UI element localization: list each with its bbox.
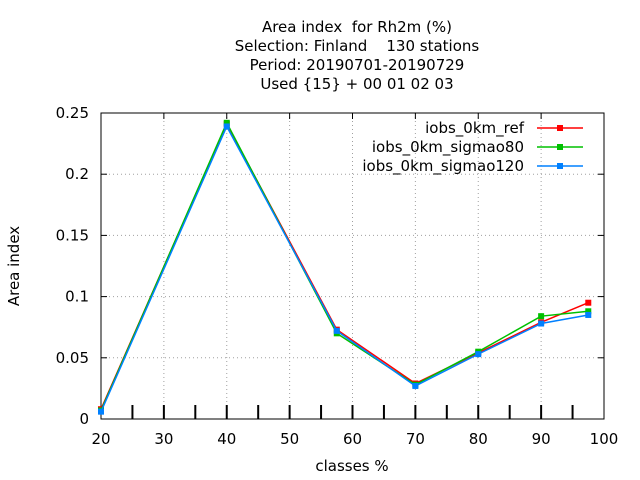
data-point-iobs_0km_sigmao80 xyxy=(223,119,230,126)
legend-marker-swatch xyxy=(557,144,563,150)
data-point-iobs_0km_sigmao120 xyxy=(223,123,230,130)
legend-label: iobs_0km_sigmao120 xyxy=(362,157,524,176)
data-point-iobs_0km_sigmao80 xyxy=(585,308,592,315)
legend-label: iobs_0km_ref xyxy=(425,119,525,138)
x-tick-label: 80 xyxy=(469,430,488,448)
data-point-iobs_0km_sigmao120 xyxy=(475,351,482,358)
legend: iobs_0km_refiobs_0km_sigmao80iobs_0km_si… xyxy=(362,119,583,176)
data-point-iobs_0km_sigmao120 xyxy=(333,327,340,334)
data-point-iobs_0km_sigmao120 xyxy=(538,320,545,327)
legend-label: iobs_0km_sigmao80 xyxy=(372,138,524,157)
chart-title-line: Area index for Rh2m (%) xyxy=(262,18,452,36)
y-tick-label: 0.15 xyxy=(56,226,89,244)
x-tick-label: 100 xyxy=(590,430,619,448)
x-tick-label: 20 xyxy=(91,430,110,448)
grid-lines xyxy=(101,113,604,419)
series-lines xyxy=(98,119,592,415)
y-axis-ticks: 0 0.05 0.1 0.15 0.2 0.25 xyxy=(56,104,604,428)
x-tick-label: 60 xyxy=(343,430,362,448)
y-tick-label: 0.1 xyxy=(65,288,89,306)
data-point-iobs_0km_ref xyxy=(585,299,592,306)
chart-title-line: Period: 20190701-20190729 xyxy=(250,56,465,74)
legend-marker-swatch xyxy=(557,163,563,169)
data-point-iobs_0km_sigmao120 xyxy=(412,382,419,389)
y-tick-label: 0.05 xyxy=(56,349,89,367)
chart-title-line: Selection: Finland 130 stations xyxy=(235,37,480,55)
x-tick-label: 50 xyxy=(280,430,299,448)
data-point-iobs_0km_sigmao80 xyxy=(538,313,545,320)
x-axis-ticks: 20 30 40 50 60 70 80 90 100 xyxy=(91,113,618,448)
y-tick-label: 0.2 xyxy=(65,165,89,183)
x-tick-label: 40 xyxy=(217,430,236,448)
y-tick-label: 0 xyxy=(79,410,89,428)
data-point-iobs_0km_sigmao120 xyxy=(585,311,592,318)
chart-title: Area index for Rh2m (%)Selection: Finlan… xyxy=(235,18,480,93)
y-axis-label: Area index xyxy=(5,226,23,306)
y-tick-label: 0.25 xyxy=(56,104,89,122)
x-tick-label: 90 xyxy=(532,430,551,448)
legend-marker-swatch xyxy=(557,125,563,131)
x-tick-label: 70 xyxy=(406,430,425,448)
data-point-iobs_0km_sigmao120 xyxy=(98,408,104,415)
chart-title-line: Used {15} + 00 01 02 03 xyxy=(260,75,453,93)
x-axis-label: classes % xyxy=(315,457,388,475)
x-tick-label: 30 xyxy=(154,430,173,448)
